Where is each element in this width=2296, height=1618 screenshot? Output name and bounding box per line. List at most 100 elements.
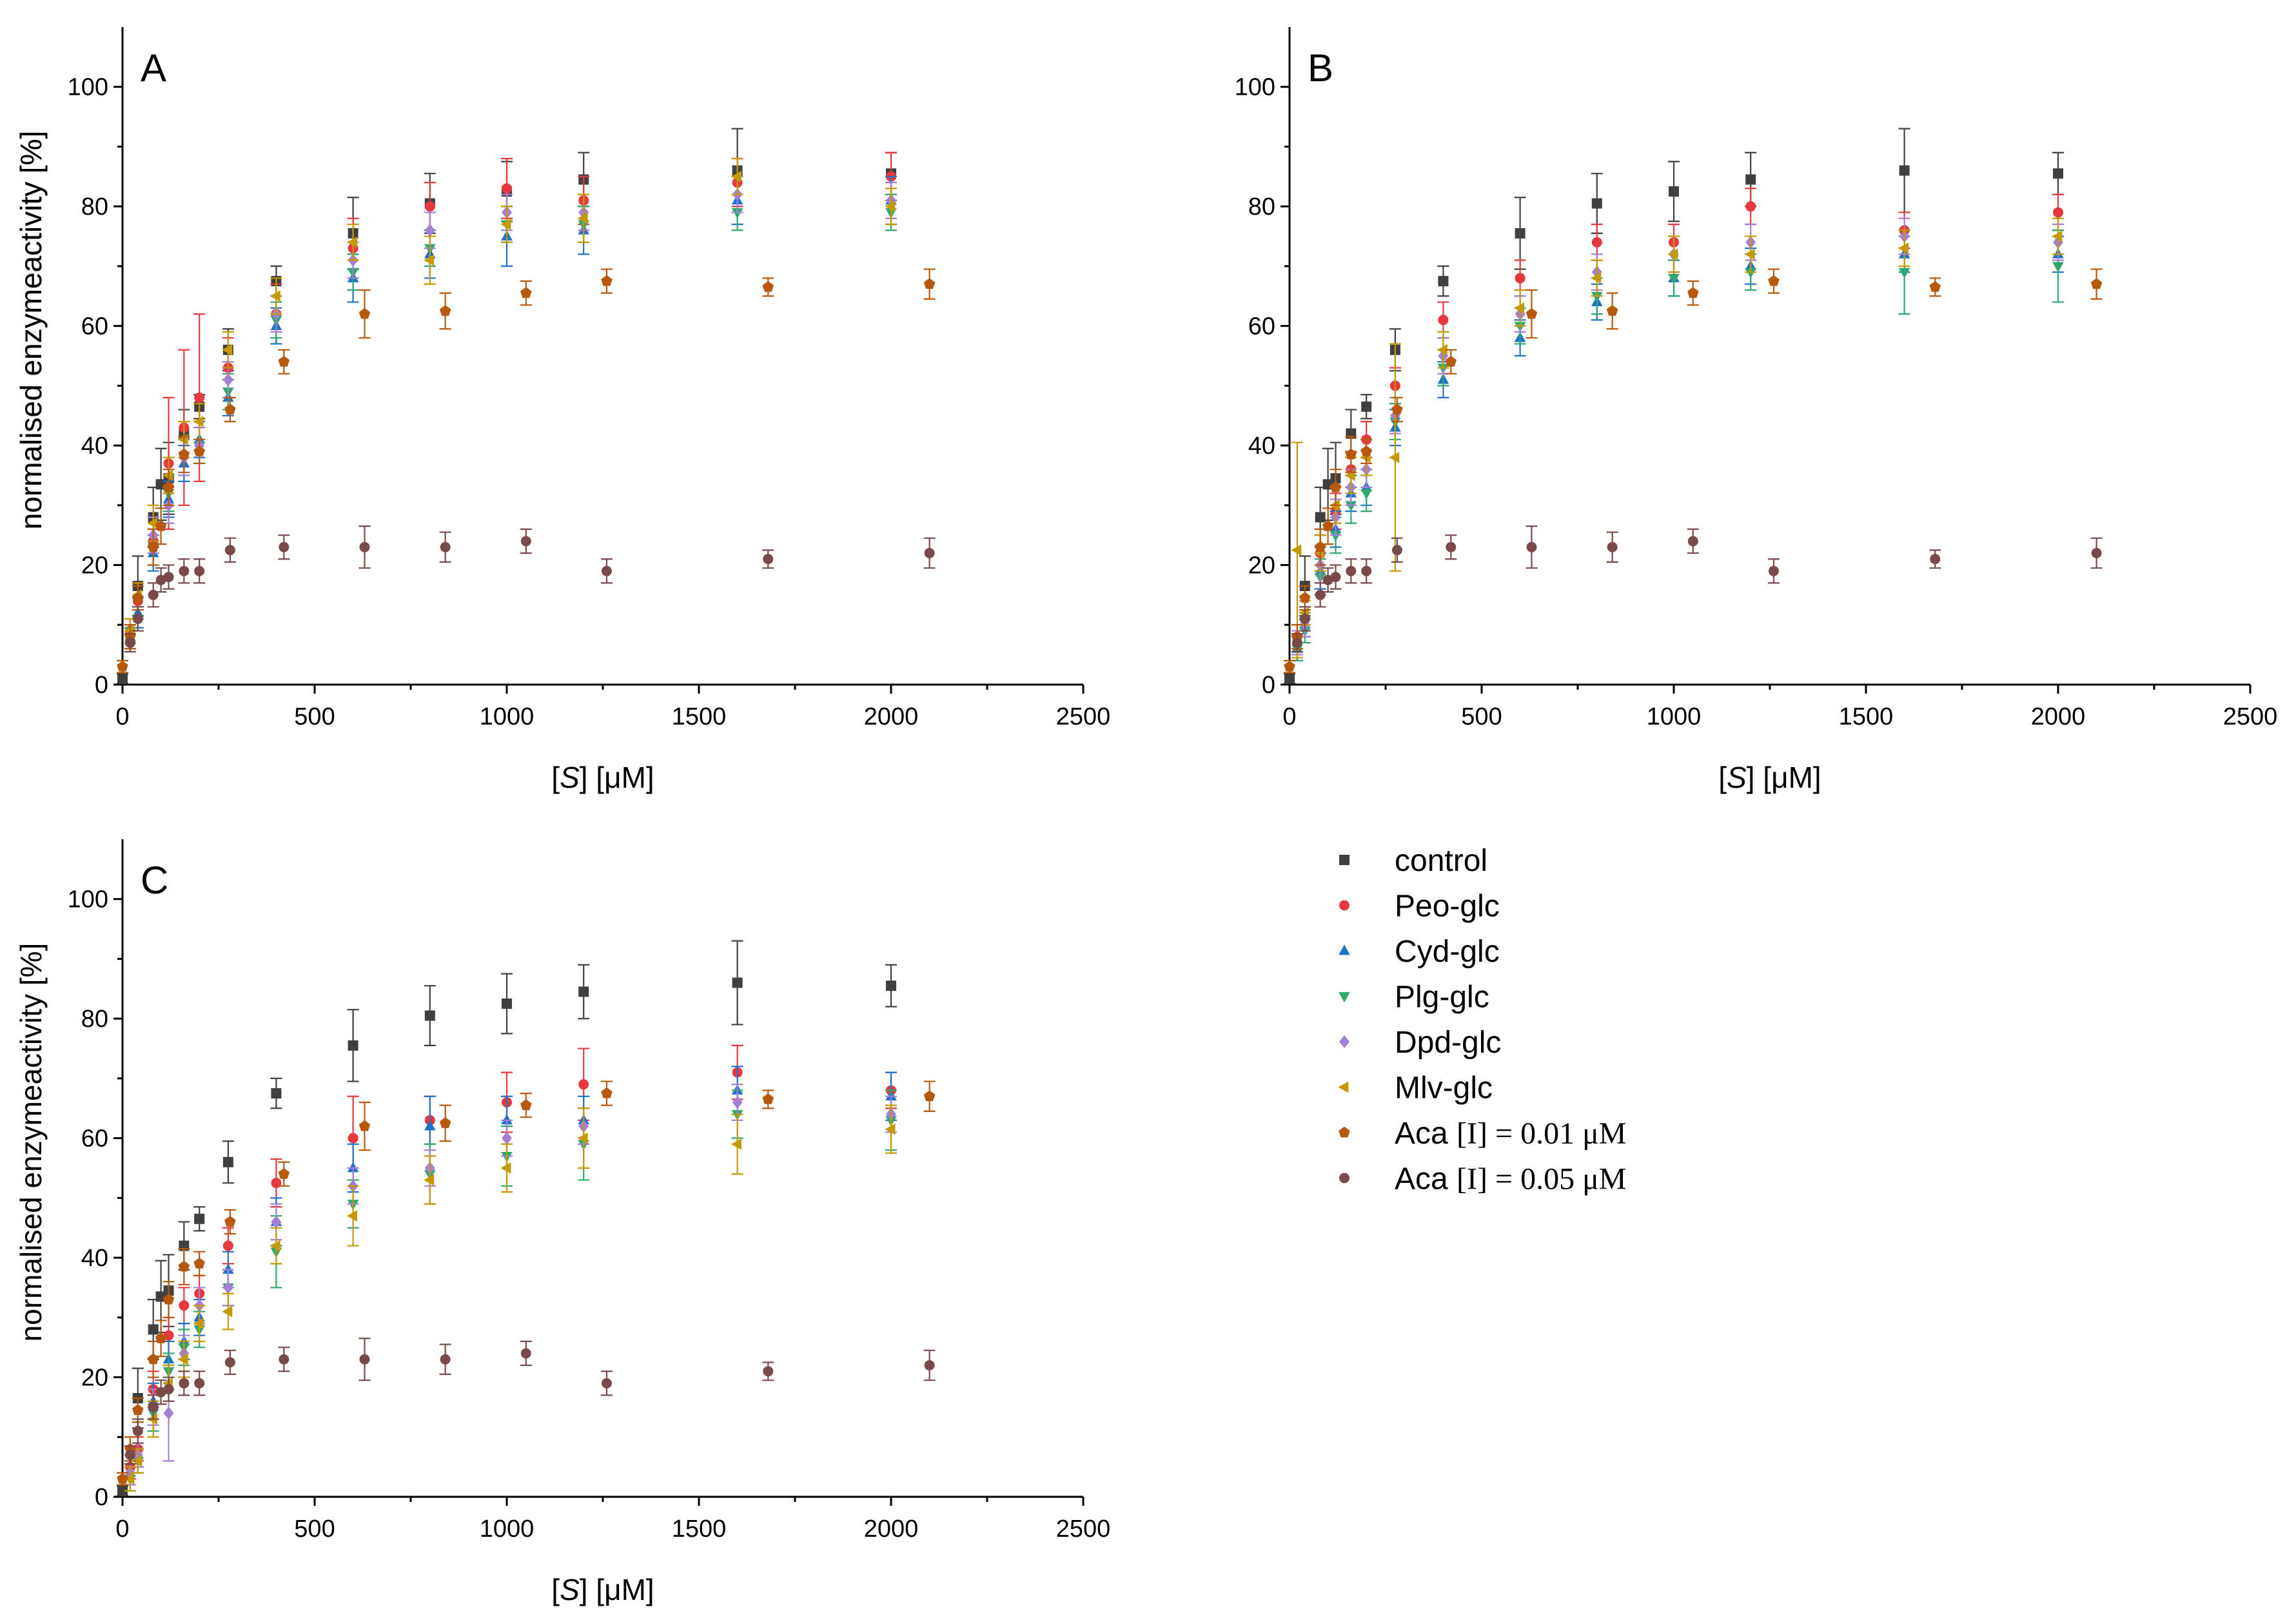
data-point <box>194 1213 205 1224</box>
x-tick-label: 0 <box>115 703 129 730</box>
data-point <box>147 1353 159 1365</box>
legend-label: Dpd-glc <box>1395 1026 1501 1060</box>
legend-item: Dpd-glc <box>1339 1026 1501 1060</box>
y-tick-label: 60 <box>81 1126 108 1153</box>
data-point <box>2090 278 2103 289</box>
data-point <box>924 1360 935 1370</box>
series-1 <box>124 1044 897 1480</box>
data-point <box>1745 201 1756 212</box>
data-point <box>762 281 774 292</box>
data-point <box>162 481 175 492</box>
data-point <box>1291 544 1302 556</box>
legend-label: Plg-glc <box>1395 980 1489 1015</box>
data-point <box>1898 268 1910 278</box>
data-point <box>347 1162 359 1173</box>
data-point <box>224 404 236 414</box>
x-tick-label: 2500 <box>1056 703 1111 730</box>
legend-marker <box>1339 1035 1349 1048</box>
legend-marker <box>1339 900 1349 911</box>
data-point <box>1668 274 1680 285</box>
data-point <box>440 541 451 552</box>
y-tick-label: 40 <box>81 1245 108 1272</box>
data-point <box>439 305 451 316</box>
series-7 <box>124 525 936 653</box>
data-point <box>520 287 532 298</box>
y-tick-label: 100 <box>1235 74 1275 101</box>
legend-label: Aca [I] = 0.05 μM <box>1395 1162 1626 1196</box>
data-point <box>1291 638 1302 648</box>
panel-letter: C <box>141 859 168 902</box>
data-point <box>279 541 289 552</box>
legend-label: Peo-glc <box>1395 890 1500 924</box>
series-0 <box>1284 128 2064 685</box>
legend-item: Peo-glc <box>1339 890 1500 924</box>
series-7 <box>1291 525 2103 653</box>
data-point <box>424 1010 435 1021</box>
data-point <box>117 673 128 684</box>
y-tick-label: 100 <box>68 886 108 913</box>
legend-item: Mlv-glc <box>1338 1071 1493 1106</box>
data-point <box>886 980 896 991</box>
y-tick-label: 0 <box>1262 672 1275 699</box>
data-point <box>222 1281 233 1294</box>
series-6 <box>117 1080 936 1486</box>
data-point <box>2052 262 2064 273</box>
data-point <box>124 1473 135 1485</box>
data-point <box>1391 404 1403 414</box>
data-point <box>162 469 173 482</box>
data-point <box>1591 291 1603 302</box>
data-point <box>222 1263 234 1274</box>
data-point <box>359 1354 370 1365</box>
data-point <box>194 392 205 403</box>
data-point <box>132 1404 144 1415</box>
data-point <box>500 219 511 230</box>
x-tick-label: 500 <box>294 703 335 730</box>
data-point <box>1930 554 1941 565</box>
x-tick-label: 1500 <box>672 703 727 730</box>
data-point <box>163 1384 174 1395</box>
data-point <box>923 1090 936 1102</box>
data-point <box>1667 248 1678 260</box>
x-tick-label: 0 <box>1282 703 1296 730</box>
y-tick-label: 20 <box>81 552 108 580</box>
data-point <box>520 1348 531 1359</box>
data-point <box>147 517 158 529</box>
data-point <box>601 275 613 286</box>
y-axis-title: normalised enzymeactivity [%] <box>14 131 48 530</box>
data-point <box>1514 302 1524 314</box>
data-point <box>1345 501 1357 512</box>
legend-label: Cyd-glc <box>1395 935 1500 969</box>
data-point <box>424 201 435 212</box>
x-tick-label: 2500 <box>1056 1516 1111 1543</box>
y-tick-label: 60 <box>81 313 108 340</box>
data-point <box>520 1099 532 1111</box>
data-point <box>222 344 233 356</box>
y-tick-label: 80 <box>1248 193 1275 220</box>
data-point <box>124 638 135 648</box>
series-2 <box>124 1066 897 1486</box>
data-point <box>501 1114 513 1125</box>
data-point <box>2052 230 2063 242</box>
legend-label: Mlv-glc <box>1395 1071 1493 1106</box>
data-point <box>500 1162 511 1174</box>
series-1 <box>124 151 897 644</box>
data-point <box>155 520 167 531</box>
x-tick-label: 500 <box>294 1516 335 1543</box>
legend-label: control <box>1395 844 1487 878</box>
data-point <box>1591 272 1602 284</box>
x-axis-title: [S] [μM] <box>551 1573 654 1606</box>
panel-letter: B <box>1308 46 1333 90</box>
series-6 <box>117 268 936 674</box>
data-point <box>731 208 743 219</box>
data-point <box>177 1353 188 1365</box>
data-point <box>424 224 435 237</box>
data-point <box>1526 541 1537 552</box>
legend-marker <box>1338 1081 1349 1093</box>
data-point <box>179 1378 190 1389</box>
data-point <box>601 565 612 576</box>
legend-item: control <box>1339 844 1487 878</box>
y-tick-label: 80 <box>81 1006 108 1033</box>
data-point <box>1899 165 1910 176</box>
